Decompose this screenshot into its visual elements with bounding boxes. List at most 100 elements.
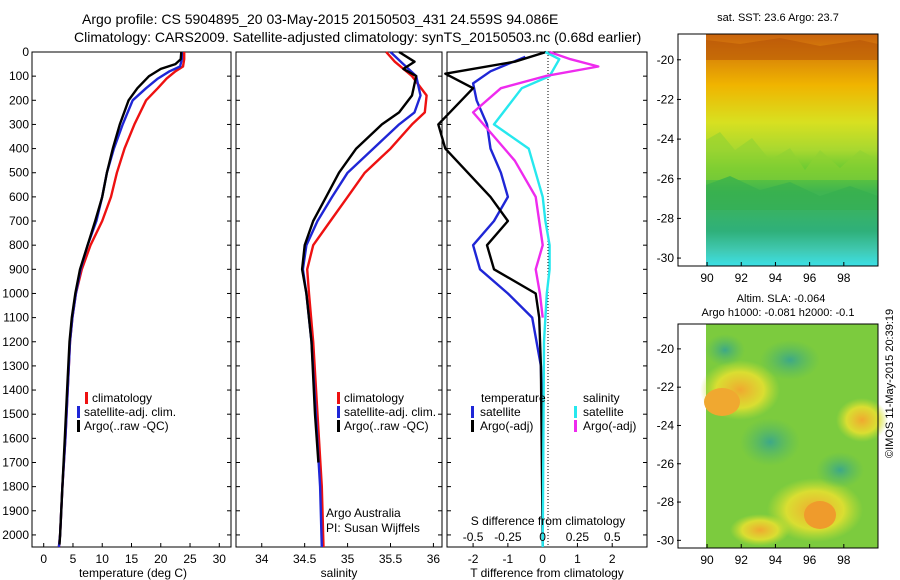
s-difference-xlabel: S difference from climatology (471, 514, 626, 528)
map-y-tick-label: -26 (657, 172, 675, 186)
salinity-panel: 34 34.5 35 35.5 36 salinity climatology sate… (235, 50, 443, 580)
series-line-t-satellite (471, 55, 544, 548)
series-line-argo-raw-qc- (300, 50, 418, 463)
salinity-depth-ticks (236, 51, 442, 536)
legend-swatch-climatology (85, 392, 88, 404)
legend-swatch-s-argo (574, 420, 577, 432)
depth-tick-label: 600 (9, 190, 29, 204)
legend-label-satellite: satellite-adj. clim. (344, 405, 436, 419)
temperature-series (57, 51, 186, 548)
sla-map-panel: Altim. SLA: -0.064 Argo h1000: -0.081 h2… (657, 293, 888, 567)
depth-tick-label: 1300 (2, 359, 29, 373)
depth-tick-label: 500 (9, 166, 29, 180)
map-y-tick-label: -20 (657, 53, 675, 67)
x-tick-label: 34.5 (293, 552, 317, 566)
pi-label: PI: Susan Wijffels (326, 521, 420, 535)
salinity-legend: climatology satellite-adj. clim. Argo(..… (337, 391, 436, 433)
difference-series (437, 50, 600, 548)
series-line-argo-raw-qc- (58, 51, 183, 545)
salinity-axis-ticks: 34 34.5 35 35.5 36 (255, 543, 440, 566)
temperature-xlabel: temperature (deg C) (79, 566, 187, 580)
sst-map-title: sat. SST: 23.6 Argo: 23.7 (717, 12, 839, 24)
s-tick-label: 0 (539, 530, 546, 544)
series-line-climatology (306, 51, 428, 548)
legend-label-climatology: climatology (92, 391, 152, 405)
map-y-tick-label: -28 (657, 495, 675, 509)
sla-map-title-line2: Argo h1000: -0.081 h2000: -0.1 (702, 307, 855, 319)
temperature-axes-frame (31, 51, 232, 548)
x-tick-label: 10 (96, 552, 110, 566)
map-x-tick-label: 92 (735, 271, 749, 285)
legend-swatch-argo (337, 420, 340, 432)
figure-title-line2: Climatology: CARS2009. Satellite-adjuste… (74, 29, 641, 45)
sst-map-panel: sat. SST: 23.6 Argo: 23.7 90 92 94 96 98 -20 -… (657, 12, 879, 285)
sst-map-frame (677, 33, 879, 267)
x-tick-label: 35.5 (379, 552, 403, 566)
x-tick-label: 20 (154, 552, 168, 566)
depth-tick-label: 700 (9, 214, 29, 228)
x-tick-label: 2 (609, 552, 616, 566)
legend-label-t-satellite: satellite (480, 405, 521, 419)
depth-tick-label: 200 (9, 93, 29, 107)
legend-swatch-t-argo (471, 420, 474, 432)
depth-tick-label: 1800 (2, 480, 29, 494)
depth-tick-label: 2000 (2, 528, 29, 542)
sla-map-title-line1: Altim. SLA: -0.064 (737, 293, 826, 305)
map-y-tick-label: -24 (657, 132, 675, 146)
watermark: ©IMOS 11-May-2015 20:39:19 (884, 309, 896, 458)
map-x-tick-label: 92 (735, 553, 749, 567)
salinity-series (300, 50, 428, 548)
difference-legend: temperature salinity satellite Argo(-adj… (471, 391, 636, 433)
x-tick-label: -1 (503, 552, 514, 566)
map-x-tick-label: 94 (769, 271, 783, 285)
map-x-tick-label: 90 (700, 553, 714, 567)
legend-swatch-t-satellite (471, 406, 474, 418)
depth-tick-label: 0 (22, 45, 29, 59)
map-y-tick-label: -22 (657, 380, 675, 394)
depth-axis-ticks: 0 100 200 300 400 500 600 700 800 900 1000 1100 1200… (2, 45, 231, 542)
sla-map-ticks: 90 92 94 96 98 -20 -22 -24 -26 -28 -30 (657, 342, 851, 567)
map-x-tick-label: 90 (700, 271, 714, 285)
legend-swatch-climatology (337, 392, 340, 404)
depth-tick-label: 1600 (2, 431, 29, 445)
map-y-tick-label: -26 (657, 457, 675, 471)
map-x-tick-label: 98 (837, 553, 851, 567)
legend-label-s-argo: Argo(-adj) (583, 419, 636, 433)
sst-texture (706, 38, 878, 210)
x-tick-label: 36 (427, 552, 441, 566)
depth-tick-label: 800 (9, 238, 29, 252)
temperature-panel: 0100200300400500600700800900100011001200… (2, 45, 232, 580)
s-tick-label: -0.25 (494, 530, 522, 544)
salinity-axes-frame (235, 51, 443, 548)
map-y-tick-label: -28 (657, 211, 675, 225)
legend-salinity-header: salinity (583, 391, 620, 405)
x-tick-label: 0 (40, 552, 47, 566)
legend-swatch-satellite (337, 406, 340, 418)
temperature-legend: climatology satellite-adj. clim. Argo(..… (77, 391, 176, 433)
legend-label-argo: Argo(..raw -QC) (84, 419, 169, 433)
x-tick-label: -2 (468, 552, 479, 566)
legend-swatch-argo (77, 420, 80, 432)
x-tick-label: 25 (183, 552, 197, 566)
legend-label-s-satellite: satellite (583, 405, 624, 419)
x-tick-label: 30 (213, 552, 227, 566)
figure-title-line1: Argo profile: CS 5904895_20 03-May-2015 … (82, 11, 558, 27)
salinity-xlabel: salinity (321, 566, 358, 580)
legend-label-t-argo: Argo(-adj) (480, 419, 533, 433)
x-tick-label: 35 (341, 552, 355, 566)
legend-label-climatology: climatology (344, 391, 404, 405)
sst-map-ticks: 90 92 94 96 98 -20 -22 -24 -26 -28 -30 (657, 53, 851, 285)
sla-blobs (700, 334, 888, 546)
depth-tick-label: 1100 (3, 311, 29, 325)
series-line-t-argo-adj- (437, 50, 547, 548)
map-y-tick-label: -30 (657, 533, 675, 547)
depth-tick-label: 1400 (2, 383, 29, 397)
temperature-axis-ticks: 0 5 10 15 20 25 30 (40, 543, 226, 566)
x-tick-label: 0 (539, 552, 546, 566)
map-x-tick-label: 96 (803, 553, 817, 567)
depth-tick-label: 1200 (2, 335, 29, 349)
map-y-tick-label: -30 (657, 251, 675, 265)
depth-tick-label: 300 (9, 117, 29, 131)
t-difference-xlabel: T difference from climatology (470, 566, 624, 580)
s-tick-label: 0.25 (566, 530, 590, 544)
